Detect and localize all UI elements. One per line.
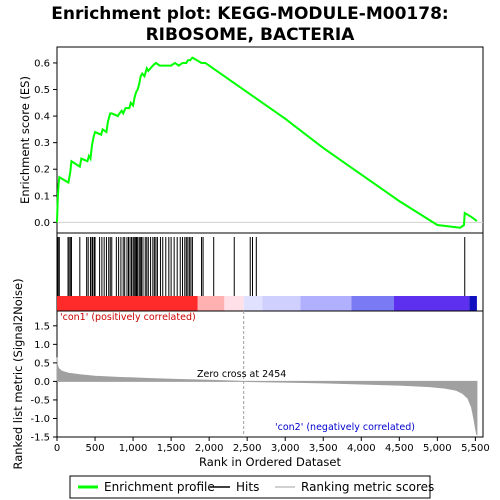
es-y-tick-label: 0.3 — [34, 138, 50, 149]
x-tick-label: 500 — [85, 443, 104, 454]
positive-correlation-label: 'con1' (positively correlated) — [60, 312, 196, 323]
es-y-tick-label: 0.2 — [34, 165, 50, 176]
negative-correlation-label: 'con2' (negatively correlated) — [275, 422, 415, 433]
x-tick-label: 3,500 — [309, 443, 338, 454]
color-bar-segment — [351, 296, 394, 311]
x-tick-label: 3,000 — [271, 443, 300, 454]
metric-y-axis: -1.5 -1.0 -0.5 0.0 0.5 1.0 1.5 — [30, 321, 57, 444]
es-y-tick-label: 0.1 — [34, 191, 50, 202]
metric-y-tick-label: -0.5 — [30, 395, 50, 406]
metric-x-axis: 0 500 1,000 1,500 2,000 2,500 3,000 3,500 4,000 4… — [54, 437, 490, 454]
es-y-tick-label: 0.6 — [34, 58, 50, 69]
legend: Enrichment profile Hits Ranking metric sco… — [78, 480, 434, 494]
x-tick-label: 2,500 — [233, 443, 262, 454]
color-bar-segment — [57, 296, 198, 311]
rank-color-bar — [57, 296, 477, 311]
legend-label: Hits — [236, 480, 259, 494]
x-axis-label: Rank in Ordered Dataset — [199, 455, 342, 469]
x-tick-label: 2,000 — [195, 443, 224, 454]
x-tick-label: 4,000 — [347, 443, 376, 454]
es-y-axis: 0.0 0.1 0.2 0.3 0.4 0.5 0.6 — [34, 58, 57, 229]
metric-y-tick-label: 1.0 — [34, 340, 50, 351]
color-bar-segment — [393, 296, 470, 311]
legend-label: Ranking metric scores — [301, 480, 434, 494]
ranking-metric-area — [56, 357, 478, 436]
chart-title-line2: RIBOSOME, BACTERIA — [146, 25, 356, 45]
legend-box — [69, 475, 431, 499]
zero-cross-label: Zero cross at 2454 — [197, 369, 286, 380]
metric-y-axis-label: Ranked list metric (Signal2Noise) — [11, 278, 25, 469]
color-bar-segment — [469, 296, 477, 311]
es-y-tick-label: 0.5 — [34, 85, 50, 96]
color-bar-segment — [197, 296, 225, 311]
hit-markers — [57, 237, 466, 296]
x-tick-label: 4,500 — [385, 443, 414, 454]
metric-y-tick-label: 1.5 — [34, 321, 50, 332]
metric-y-tick-label: 0.5 — [34, 358, 50, 369]
metric-y-tick-label: 0.0 — [34, 377, 50, 388]
x-tick-label: 0 — [54, 443, 60, 454]
metric-y-tick-label: -1.0 — [30, 414, 50, 425]
es-y-tick-label: 0.0 — [34, 218, 50, 229]
es-y-axis-label: Enrichment score (ES) — [18, 76, 32, 204]
color-bar-segment — [262, 296, 301, 311]
color-bar-segment — [243, 296, 263, 311]
x-tick-label: 1,000 — [119, 443, 148, 454]
color-bar-segment — [224, 296, 244, 311]
legend-label: Enrichment profile — [104, 480, 215, 494]
x-tick-label: 1,500 — [157, 443, 186, 454]
chart-title-line1: Enrichment plot: KEGG-MODULE-M00178: — [51, 4, 448, 24]
es-y-tick-label: 0.4 — [34, 112, 50, 123]
x-tick-label: 5,500 — [461, 443, 490, 454]
es-panel-frame — [56, 46, 484, 234]
enrichment-profile-line — [56, 56, 478, 229]
x-tick-label: 5,000 — [423, 443, 452, 454]
color-bar-segment — [300, 296, 352, 311]
metric-y-tick-label: -1.5 — [30, 433, 50, 444]
